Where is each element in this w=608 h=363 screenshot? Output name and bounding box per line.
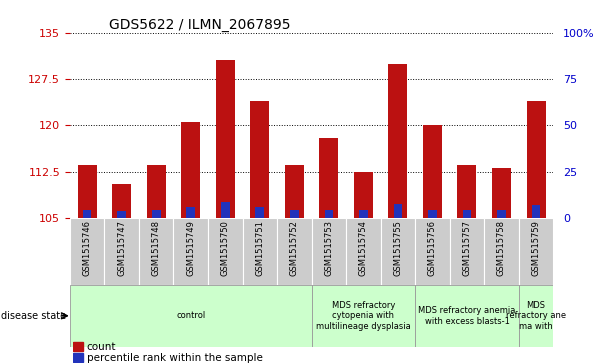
Bar [216,61,235,218]
Bar [73,342,83,351]
Bar [457,166,477,218]
Bar [354,172,373,218]
Text: GSM1515748: GSM1515748 [152,220,161,276]
Bar [311,285,415,347]
Text: GSM1515754: GSM1515754 [359,220,368,276]
Text: GSM1515747: GSM1515747 [117,220,126,276]
Bar [346,218,381,285]
Bar [173,218,208,285]
Bar [325,210,333,218]
Bar [393,204,402,218]
Bar [187,207,195,218]
Text: control: control [176,311,206,320]
Text: count: count [87,342,116,352]
Bar [311,218,346,285]
Text: GSM1515759: GSM1515759 [531,220,541,276]
Bar [527,101,545,218]
Bar [243,218,277,285]
Bar [290,210,299,218]
Text: GSM1515749: GSM1515749 [186,220,195,276]
Text: MDS refractory anemia
with excess blasts-1: MDS refractory anemia with excess blasts… [418,306,516,326]
Bar [277,218,311,285]
Bar [250,101,269,218]
Bar [450,218,484,285]
Bar [415,285,519,347]
Bar [519,218,553,285]
Text: GSM1515755: GSM1515755 [393,220,402,276]
Bar [70,218,105,285]
Bar [428,210,437,218]
Bar [463,210,471,218]
Bar [359,210,368,218]
Bar [105,218,139,285]
Bar [255,207,264,218]
Bar [208,218,243,285]
Bar [285,166,304,218]
Text: GSM1515758: GSM1515758 [497,220,506,276]
Bar [152,210,161,218]
Text: GSM1515756: GSM1515756 [428,220,437,276]
Bar [532,205,541,218]
Text: GSM1515751: GSM1515751 [255,220,264,276]
Text: disease state: disease state [1,311,66,321]
Text: MDS refractory
cytopenia with
multilineage dysplasia: MDS refractory cytopenia with multilinea… [316,301,411,331]
Text: GSM1515752: GSM1515752 [290,220,299,276]
Bar [415,218,450,285]
Bar [381,218,415,285]
Text: percentile rank within the sample: percentile rank within the sample [87,352,263,363]
Bar [319,138,339,218]
Bar [83,210,91,218]
Bar [221,203,230,218]
Bar [147,166,166,218]
Text: GSM1515746: GSM1515746 [83,220,92,276]
Bar [423,125,442,218]
Bar [519,285,553,347]
Bar [73,353,83,362]
Bar [181,122,200,218]
Text: GSM1515750: GSM1515750 [221,220,230,276]
Bar [70,285,311,347]
Text: GDS5622 / ILMN_2067895: GDS5622 / ILMN_2067895 [109,18,290,32]
Bar [492,168,511,218]
Bar [117,211,126,218]
Text: GSM1515757: GSM1515757 [463,220,471,276]
Text: GSM1515753: GSM1515753 [324,220,333,276]
Bar [78,166,97,218]
Bar [497,210,506,218]
Bar [139,218,173,285]
Bar [389,64,407,218]
Bar [484,218,519,285]
Bar [112,184,131,218]
Text: MDS
refractory ane
ma with: MDS refractory ane ma with [506,301,566,331]
